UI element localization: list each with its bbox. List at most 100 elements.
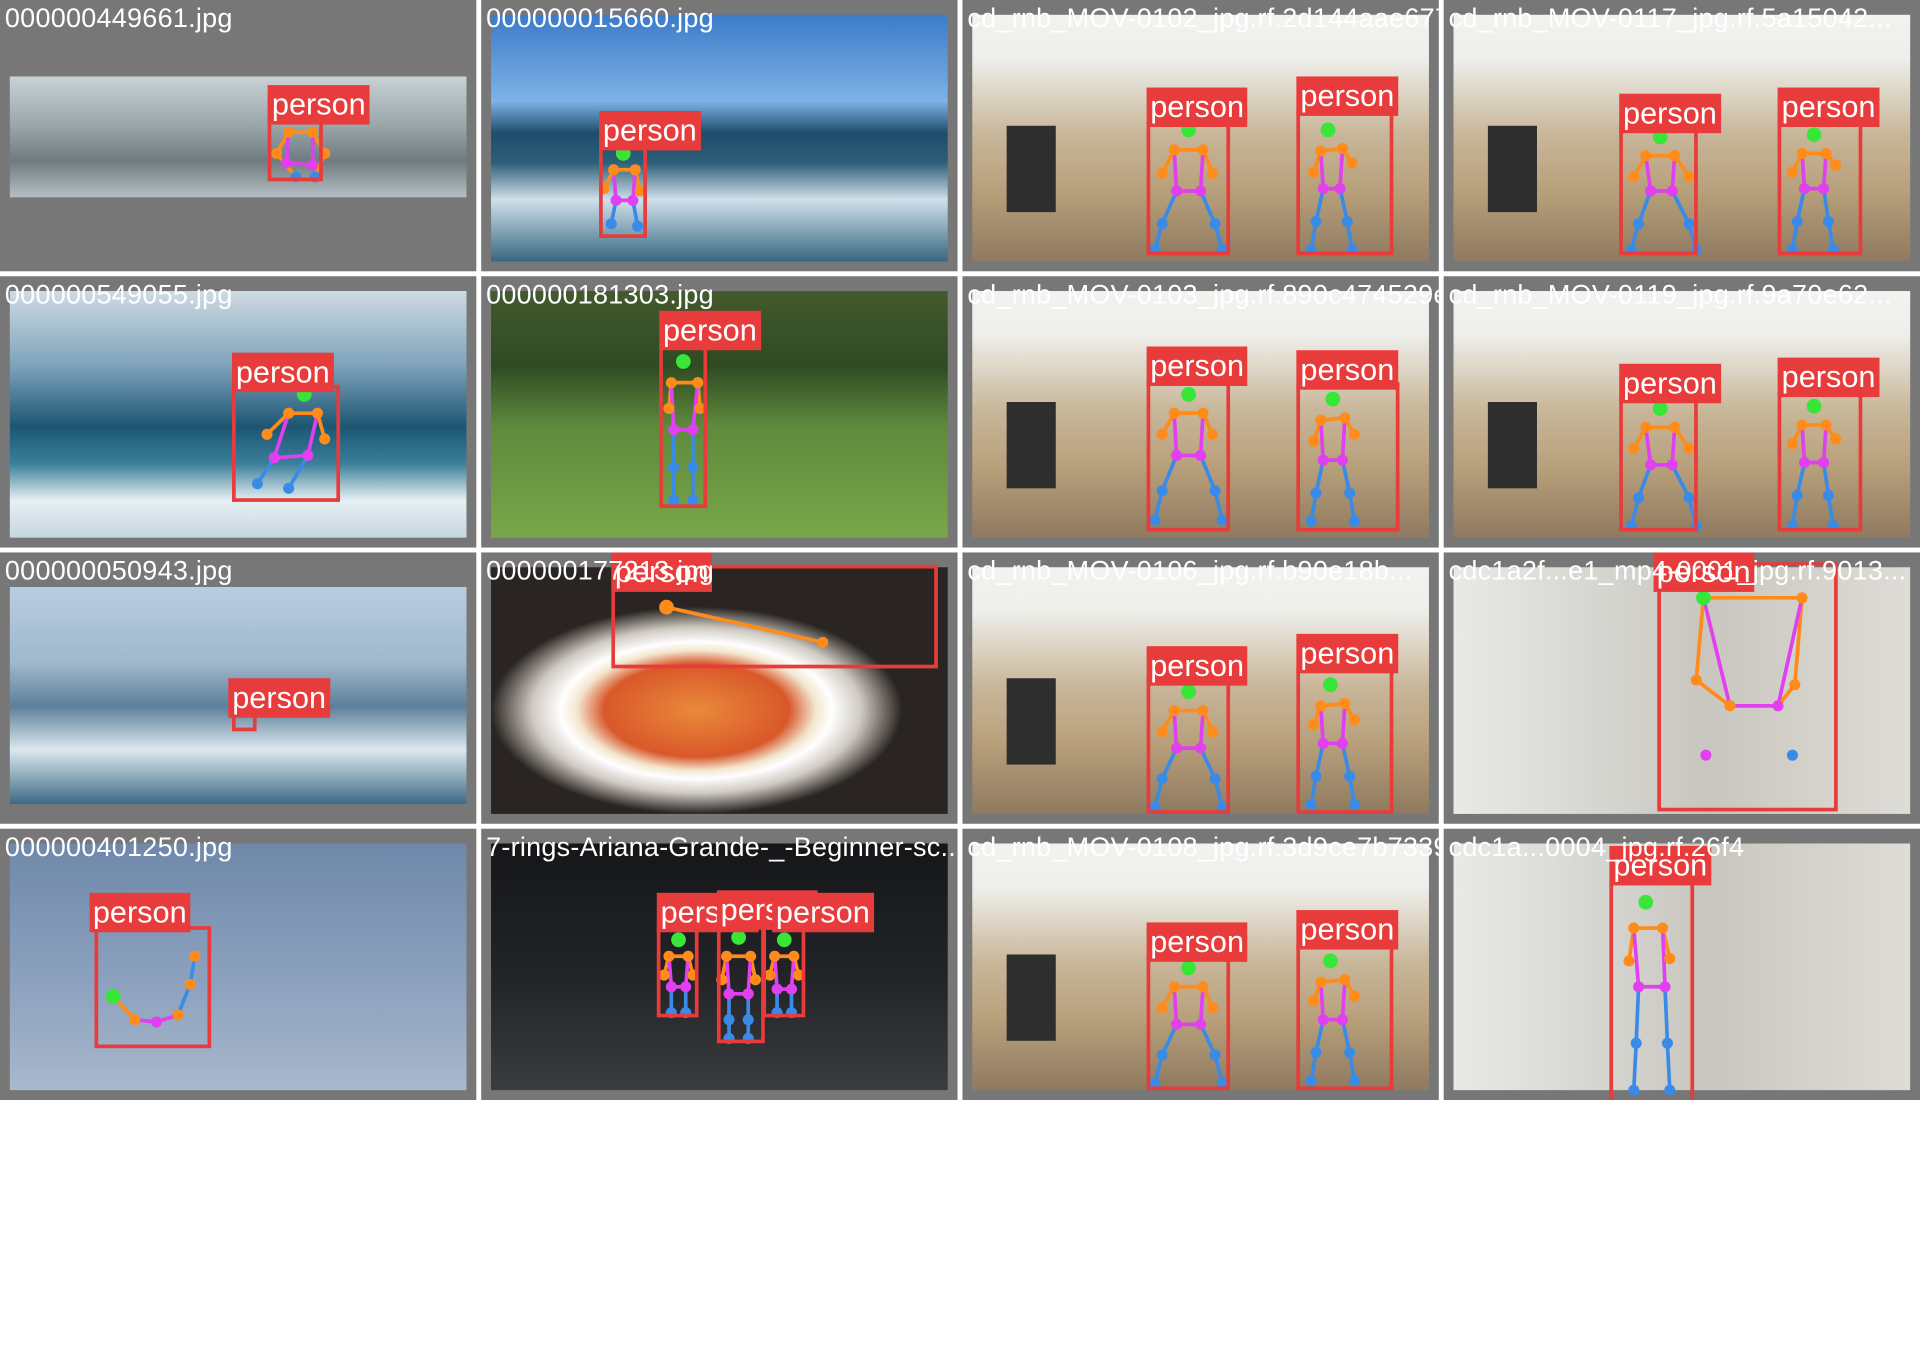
keypoint <box>1207 1002 1219 1014</box>
keypoint <box>1628 171 1640 183</box>
result-tile: person 000000015660.jpg <box>481 0 958 272</box>
window-decoration <box>1006 125 1056 213</box>
keypoint <box>1348 428 1360 440</box>
person-bounding-box <box>1777 120 1863 256</box>
result-tile: person person cd_rnb_MOV-0106_jpg.rf.b90e1… <box>962 552 1439 824</box>
skeleton-limb <box>1694 597 1706 681</box>
class-label: person <box>1609 845 1711 886</box>
keypoint <box>1310 487 1322 499</box>
pose-overlay <box>1149 386 1360 527</box>
keypoint <box>788 950 800 962</box>
keypoint <box>1336 454 1348 466</box>
result-tile: person 000000181303.jpg <box>481 276 958 548</box>
keypoint <box>1207 428 1219 440</box>
pose-overlay <box>1623 894 1676 1096</box>
keypoint <box>687 461 699 473</box>
result-tile: person person cd_rnb_MOV-0117_jpg.rf.5a150… <box>1443 0 1920 272</box>
skeleton-limb <box>1314 188 1325 222</box>
keypoint <box>129 1014 141 1026</box>
keypoint <box>1315 700 1327 712</box>
class-label: person <box>1146 346 1248 386</box>
keypoint <box>1209 485 1221 497</box>
keypoint <box>1317 183 1329 195</box>
keypoint <box>1156 773 1168 785</box>
skeleton-limb <box>724 956 731 994</box>
keypoint <box>1633 981 1645 993</box>
keypoint <box>785 983 798 995</box>
keypoint <box>1700 749 1712 761</box>
keypoint <box>721 950 733 962</box>
keypoint <box>776 932 792 948</box>
keypoint <box>283 126 295 138</box>
keypoint <box>1156 428 1168 440</box>
keypoint <box>1317 737 1329 749</box>
keypoint <box>1308 435 1320 447</box>
person-bounding-box <box>1146 678 1231 814</box>
keypoint <box>629 164 641 176</box>
class-label: person <box>1146 922 1248 962</box>
result-tile: person cdc1a...0004_jpg.rf.26f4 <box>1443 828 1920 1100</box>
skeleton-limb <box>1800 153 1807 189</box>
keypoint <box>1822 489 1834 501</box>
keypoint <box>1348 1075 1360 1087</box>
keypoint <box>302 449 314 462</box>
keypoint <box>1320 122 1336 138</box>
pose-overlay <box>271 106 331 183</box>
keypoint <box>1683 218 1695 230</box>
image-filename: 000000549055.jpg <box>4 278 233 310</box>
keypoint <box>749 974 761 986</box>
keypoint <box>723 1014 735 1026</box>
skeleton-limb <box>1340 417 1347 461</box>
person-bounding-box <box>232 384 341 503</box>
class-label: person <box>1777 357 1880 398</box>
keypoint <box>1156 485 1168 497</box>
keypoint <box>1796 419 1808 431</box>
keypoint <box>665 377 677 389</box>
keypoint <box>1171 449 1183 462</box>
scene-image <box>1453 567 1911 814</box>
keypoint <box>1171 742 1183 754</box>
keypoint <box>764 969 776 981</box>
skeleton-limb <box>1701 597 1732 707</box>
keypoint <box>1325 391 1341 407</box>
result-tile: person cdc1a2f...e1_mp4-0001_jpg.rf.9013.… <box>1443 552 1920 824</box>
skeleton-limb <box>1198 710 1205 749</box>
keypoint <box>1666 459 1678 471</box>
keypoint <box>1791 489 1803 501</box>
scene-image <box>1453 14 1911 262</box>
skeleton-limb <box>1160 190 1179 225</box>
keypoint <box>1683 442 1695 454</box>
keypoint <box>680 981 692 993</box>
person-bounding-box <box>1777 390 1863 532</box>
keypoint <box>1806 127 1822 142</box>
image-filename: cd_rnb_MOV-0108_jpg.rf.3d9ce7b73395166f1… <box>967 831 1438 862</box>
skeleton-limb <box>746 956 753 994</box>
keypoint <box>769 950 781 962</box>
skeleton-limb <box>287 454 310 490</box>
keypoint <box>1339 412 1351 424</box>
result-tile: person 000000177213.jpg <box>481 552 958 824</box>
keypoint <box>771 983 783 995</box>
keypoint <box>261 428 273 440</box>
window-decoration <box>1006 678 1056 765</box>
keypoint <box>1209 773 1221 785</box>
skeleton-limb <box>1340 703 1347 744</box>
keypoint <box>1317 454 1329 466</box>
scene-image <box>1453 291 1911 538</box>
scene-image <box>972 14 1429 262</box>
person-bounding-box <box>1296 943 1393 1091</box>
keypoint <box>1168 407 1180 419</box>
keypoint <box>1796 592 1808 604</box>
keypoint <box>608 164 620 176</box>
keypoint <box>687 494 699 506</box>
image-filename: 7-rings-Ariana-Grande-_-Beginner-sc... <box>486 831 958 862</box>
class-label: person <box>611 552 713 592</box>
pose-overlay <box>659 599 829 648</box>
person-bounding-box <box>1619 126 1698 256</box>
image-filename: cd_rnb_MOV-0103_jpg.rf.890c474529e9938..… <box>967 278 1438 310</box>
skeleton-limb <box>1340 979 1347 1020</box>
skeleton-limb <box>1172 710 1179 749</box>
keypoint <box>1348 798 1360 811</box>
skeleton-limb <box>1198 1023 1217 1056</box>
keypoint <box>1207 167 1219 179</box>
